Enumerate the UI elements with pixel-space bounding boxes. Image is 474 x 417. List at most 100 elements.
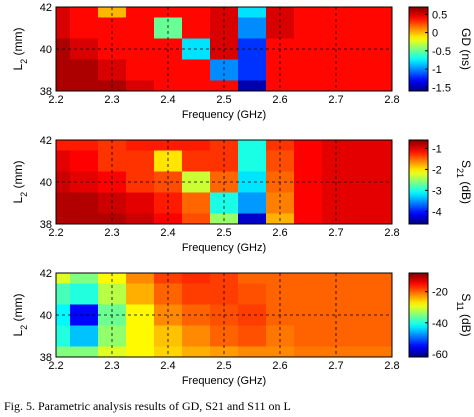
heat-cell xyxy=(126,150,155,172)
heat-cell xyxy=(294,273,323,284)
plot-frame xyxy=(55,6,393,92)
heat-cell xyxy=(126,283,155,305)
heat-cell xyxy=(98,150,127,172)
colorbar xyxy=(408,139,429,225)
colorbar-label: GD (ns) xyxy=(459,28,473,70)
heat-cell xyxy=(350,213,379,225)
heat-cell xyxy=(238,273,267,284)
heat-cell xyxy=(154,140,183,151)
x-tick-label: 2.4 xyxy=(160,360,175,372)
x-tick-label: 2.6 xyxy=(272,360,287,372)
colorbar-tick-label: -20 xyxy=(432,287,448,299)
heat-cell xyxy=(70,140,99,151)
heat-cell xyxy=(126,140,155,151)
heat-cell xyxy=(294,7,323,18)
y-axis-label: L2 (mm) xyxy=(11,293,29,336)
heat-cell xyxy=(294,59,323,81)
heat-cell xyxy=(350,273,379,284)
y-axis-label: L2 (mm) xyxy=(11,160,29,203)
x-tick-label: 2.5 xyxy=(216,360,231,372)
heat-cell xyxy=(70,283,99,305)
heat-cell xyxy=(98,59,127,81)
heat-cell xyxy=(378,17,393,39)
heat-cell xyxy=(266,59,295,81)
colorbar xyxy=(408,6,429,92)
heat-cell xyxy=(378,346,393,358)
heat-cell xyxy=(210,7,239,18)
heat-cell xyxy=(266,7,295,18)
heat-cell xyxy=(266,273,295,284)
heat-cell xyxy=(70,213,99,225)
heat-cell xyxy=(126,273,155,284)
heat-cell xyxy=(182,346,211,358)
heat-cell xyxy=(154,17,183,39)
heat-cell xyxy=(378,38,393,60)
heat-cell xyxy=(56,80,71,92)
heat-cell xyxy=(294,17,323,39)
heat-cell xyxy=(210,59,239,81)
colorbar-tick-label: 0.5 xyxy=(432,9,447,21)
heat-cell xyxy=(378,304,393,326)
heat-cell xyxy=(378,213,393,225)
heat-cell xyxy=(56,213,71,225)
heat-cell xyxy=(238,38,267,60)
y-tick-label: 42 xyxy=(40,135,52,147)
x-axis-label: Frequency (GHz) xyxy=(182,242,266,254)
heat-cell xyxy=(98,325,127,347)
heat-cell xyxy=(154,150,183,172)
heat-cell xyxy=(294,325,323,347)
y-tick-label: 38 xyxy=(40,86,52,98)
heat-cell xyxy=(238,80,267,92)
heat-cell xyxy=(154,59,183,81)
heat-cell xyxy=(294,192,323,214)
heat-cell xyxy=(238,17,267,39)
plot-frame xyxy=(55,272,393,358)
heat-cell xyxy=(56,192,71,214)
heat-cell xyxy=(350,150,379,172)
heat-cell xyxy=(238,213,267,225)
x-tick-label: 2.8 xyxy=(384,360,399,372)
heat-cell xyxy=(126,7,155,18)
colorbar-tick-label: -2 xyxy=(432,164,442,176)
heat-cell xyxy=(98,17,127,39)
heat-cell xyxy=(56,325,71,347)
heat-cell xyxy=(56,59,71,81)
heat-cell xyxy=(56,346,71,358)
heat-cell xyxy=(238,140,267,151)
heat-cell xyxy=(238,150,267,172)
x-tick-label: 2.3 xyxy=(104,227,119,239)
heat-cell xyxy=(238,283,267,305)
heat-cell xyxy=(70,59,99,81)
heat-cell xyxy=(98,7,127,18)
x-tick-label: 2.7 xyxy=(328,227,343,239)
heat-cell xyxy=(378,80,393,92)
heat-cell xyxy=(70,38,99,60)
heat-cell xyxy=(238,192,267,214)
heat-cell xyxy=(70,192,99,214)
heat-cell xyxy=(210,273,239,284)
heat-cell xyxy=(56,150,71,172)
heat-cell xyxy=(154,325,183,347)
heat-cell xyxy=(294,346,323,358)
x-tick-label: 2.3 xyxy=(104,94,119,106)
heat-cell xyxy=(70,346,99,358)
heat-cell xyxy=(322,7,351,18)
heat-cell xyxy=(322,140,351,151)
x-tick-label: 2.2 xyxy=(48,227,63,239)
x-tick-label: 2.2 xyxy=(48,94,63,106)
colorbar-tick-label: -1 xyxy=(432,143,442,155)
heat-cell xyxy=(378,192,393,214)
heat-cell xyxy=(70,325,99,347)
y-tick-label: 38 xyxy=(40,352,52,364)
heat-cell xyxy=(294,80,323,92)
heat-cell xyxy=(238,171,267,193)
heat-cell xyxy=(154,273,183,284)
heat-cell xyxy=(154,192,183,214)
y-tick-label: 38 xyxy=(40,219,52,231)
x-tick-label: 2.7 xyxy=(328,94,343,106)
heat-cell xyxy=(154,7,183,18)
heat-cell xyxy=(210,325,239,347)
heat-cell xyxy=(350,325,379,347)
heat-cell xyxy=(378,273,393,284)
heat-cell xyxy=(182,150,211,172)
